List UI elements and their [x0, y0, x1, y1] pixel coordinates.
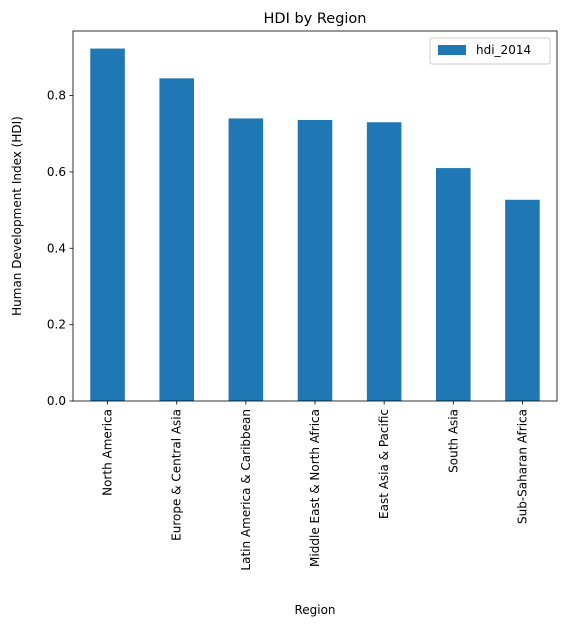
x-tick-label: Europe & Central Asia [170, 409, 184, 541]
y-tick-label: 0.2 [47, 318, 66, 332]
bar-3 [297, 119, 333, 401]
bar-6 [505, 199, 540, 401]
x-tick-label: South Asia [446, 409, 460, 473]
x-axis-label: Region [294, 603, 335, 617]
x-tick-label: Sub-Saharan Africa [515, 409, 529, 524]
legend-label: hdi_2014 [476, 43, 531, 57]
bar-4 [366, 122, 402, 401]
y-tick-label: 0.8 [47, 89, 66, 103]
x-tick-label: East Asia & Pacific [377, 409, 391, 519]
x-tick-label: North America [101, 409, 115, 496]
y-tick-label: 0.4 [47, 241, 66, 255]
x-axis-ticks: North America Europe & Central Asia Latin … [101, 401, 529, 571]
y-tick-label: 0.6 [47, 165, 66, 179]
legend-box [429, 37, 551, 65]
x-tick-label: Middle East & North Africa [308, 409, 322, 567]
y-axis-label: Human Development Index (HDI) [10, 116, 24, 316]
plot-frame [72, 30, 558, 402]
legend: hdi_2014 [429, 37, 551, 65]
legend-swatch [438, 45, 466, 55]
y-tick-label: 0.0 [47, 394, 66, 408]
bar-2 [228, 118, 264, 401]
bar-5 [436, 168, 471, 401]
chart-title: HDI by Region [264, 11, 367, 27]
x-tick-label: Latin America & Caribbean [239, 409, 253, 571]
bar-1 [159, 78, 194, 401]
bars-group [90, 48, 540, 401]
y-axis-ticks: 0.0 0.2 0.4 0.6 0.8 [47, 89, 73, 408]
bar-0 [90, 48, 125, 401]
